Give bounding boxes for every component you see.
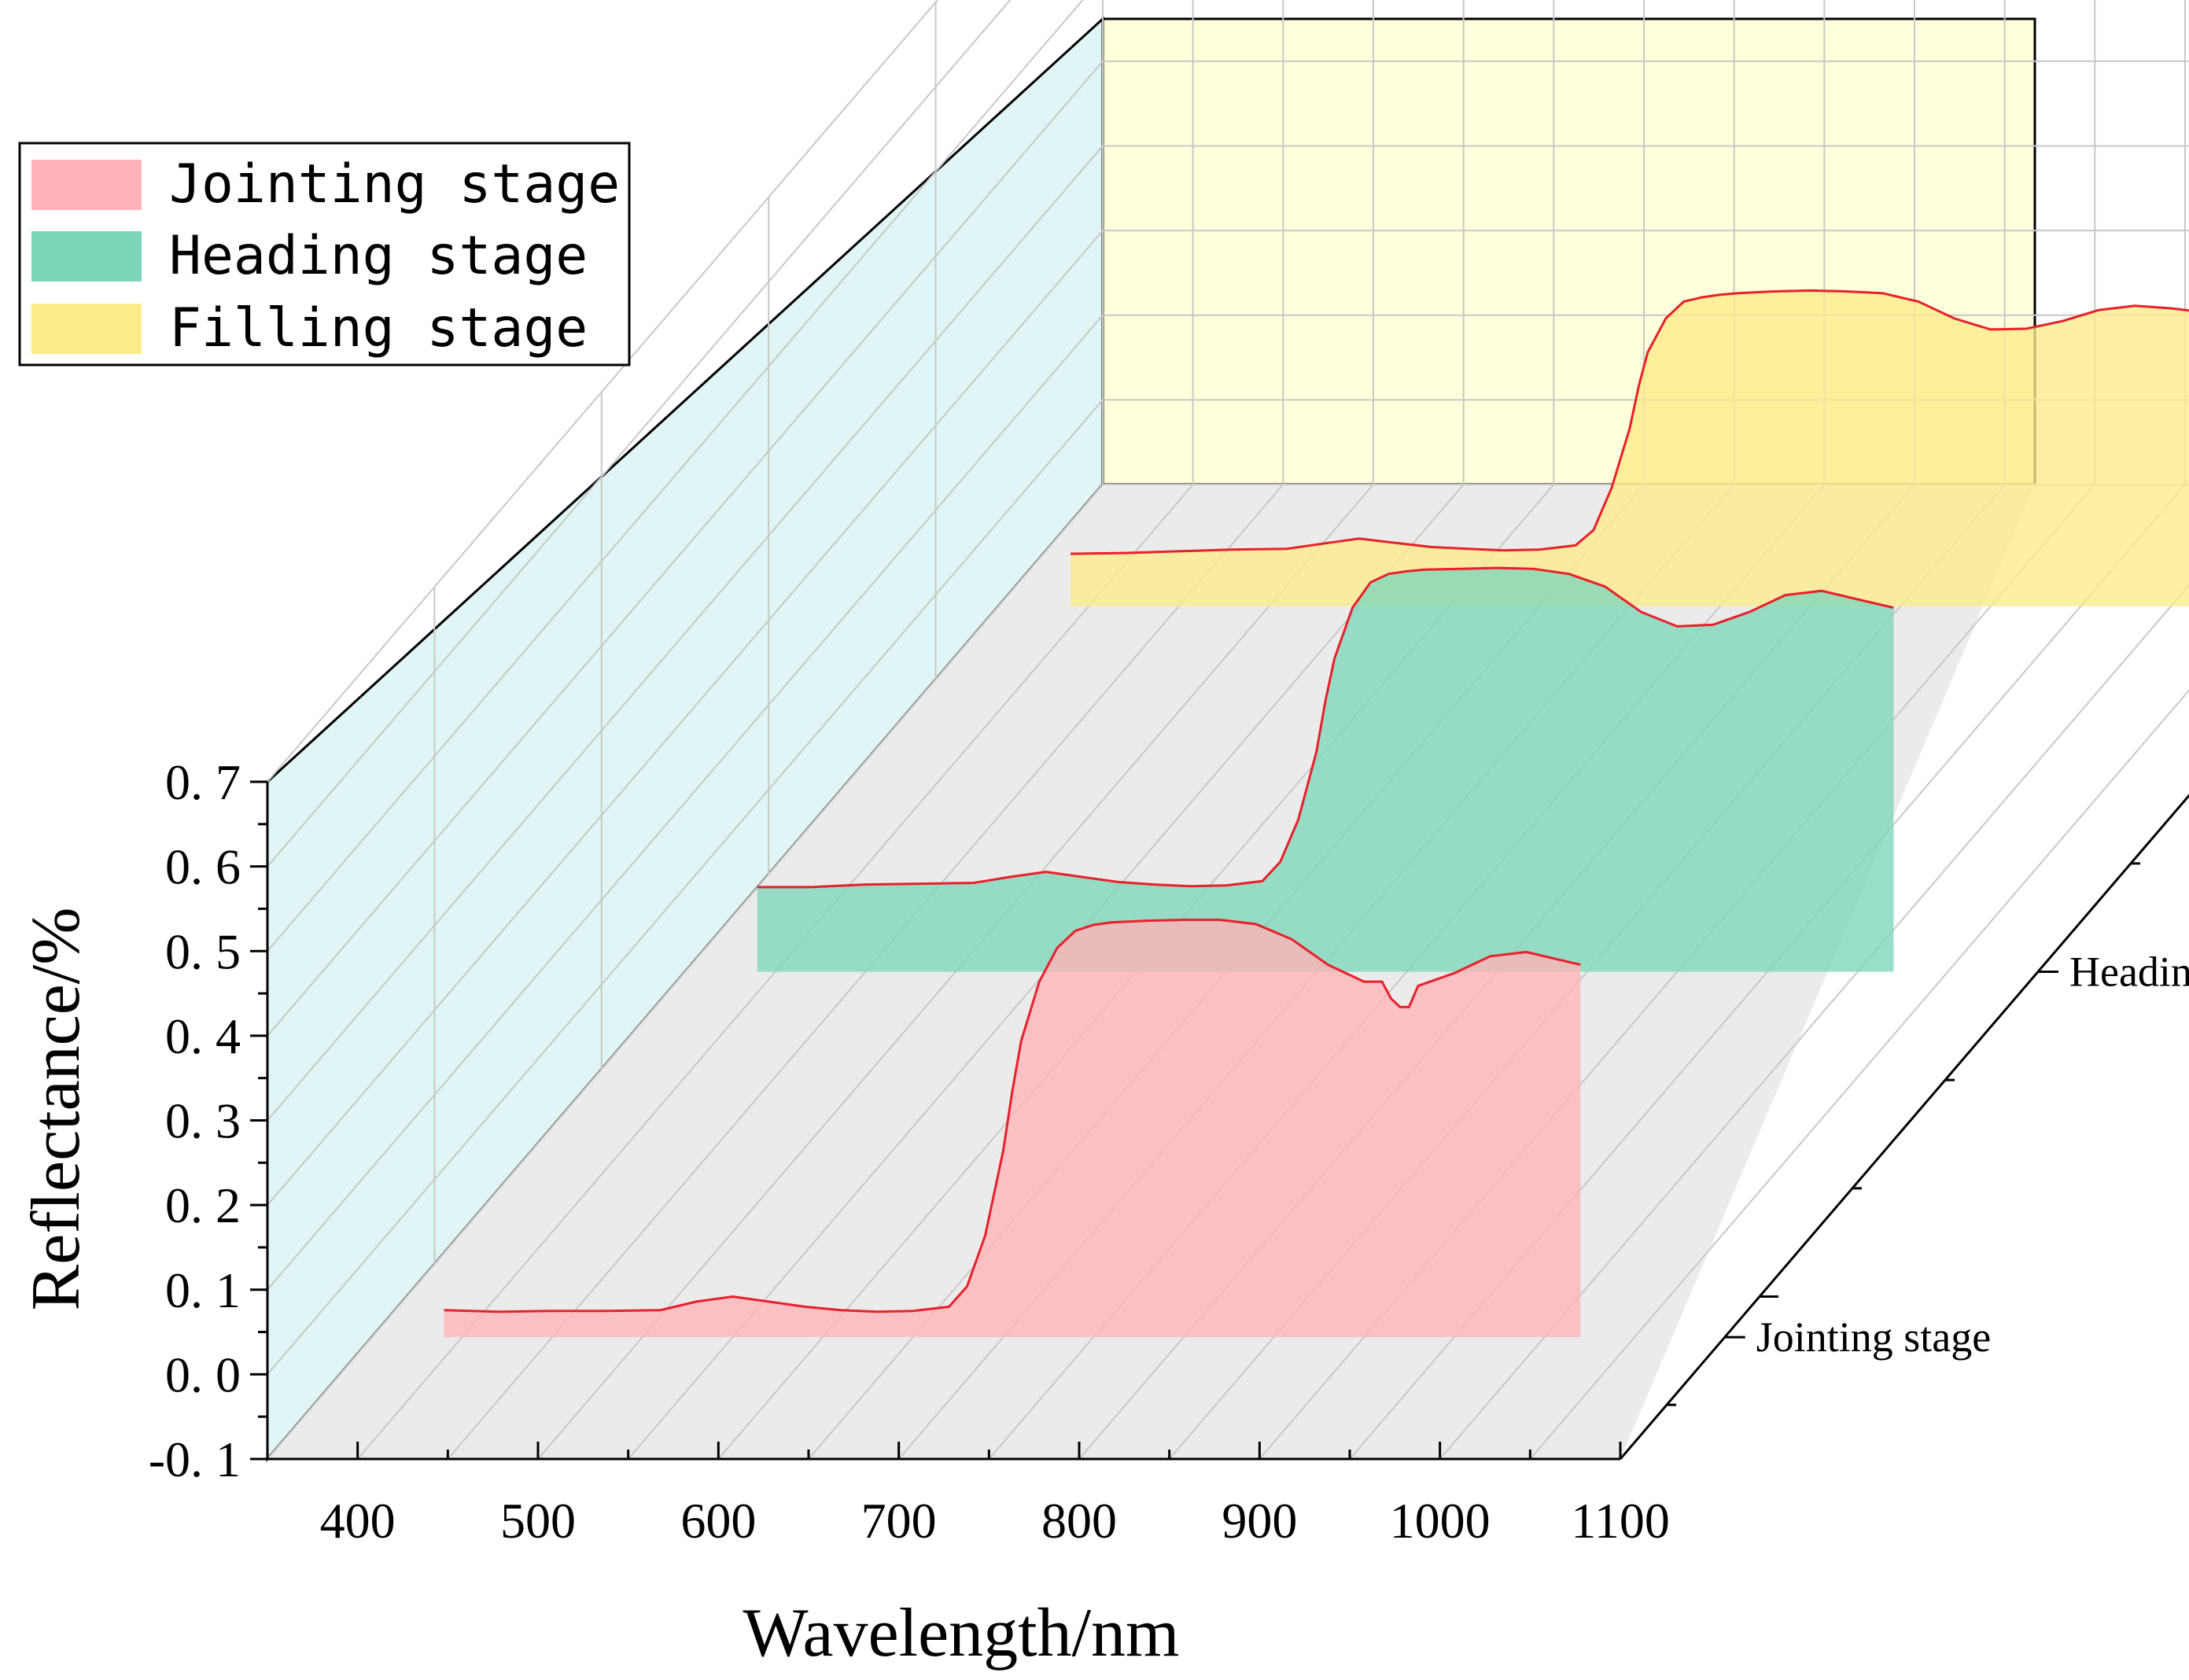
axes: -0. 1 0. 0 0. 1 0. 2 0. 3 0. 4 0. 5 0. 6 0. 7 400… <box>149 754 2189 1549</box>
left-wall-grid-line <box>267 0 939 783</box>
x-tick-label: 900 <box>1222 1493 1297 1549</box>
x-tick-label: 1100 <box>1571 1493 1670 1549</box>
left-wall-grid-line <box>267 484 1104 1460</box>
series-line-jointing-stage <box>444 919 1581 1313</box>
x-tick-label: 600 <box>680 1493 756 1549</box>
left-wall-grid-line <box>267 0 1012 868</box>
y-tick-label: 0. 7 <box>165 754 241 810</box>
x-tick-label: 700 <box>861 1493 937 1549</box>
legend-swatch-heading <box>31 231 142 282</box>
left-wall-grid-line <box>267 315 1104 1291</box>
legend-swatch-jointing <box>31 160 142 210</box>
y-tick-label: 0. 0 <box>165 1347 241 1402</box>
y-tick-label: 0. 6 <box>165 839 241 895</box>
legend-label-filling: Filling stage <box>169 297 588 359</box>
series-line-filling-stage <box>1070 289 2189 555</box>
y-tick-label: 0. 4 <box>165 1008 241 1064</box>
y-tick-label: 0. 1 <box>165 1262 241 1318</box>
y-tick-label: 0. 5 <box>165 923 241 979</box>
legend-label-heading: Heading stage <box>169 225 588 287</box>
series-area-filling-stage <box>1070 290 2189 606</box>
left-wall-grid-line <box>267 61 1104 1037</box>
left-wall-grid-line <box>267 0 1084 952</box>
y-tick-label: 0. 2 <box>165 1177 241 1233</box>
legend-swatch-filling <box>31 304 142 354</box>
depth-label-jointing-stage: Jointing stage <box>1756 1313 1991 1361</box>
left-wall-grid-line <box>267 399 1104 1376</box>
y-axis-title: Reflectance/% <box>18 907 94 1310</box>
x-tick-label: 400 <box>320 1493 396 1549</box>
y-tick-label: 0. 3 <box>165 1093 241 1149</box>
x-tick-label: 1000 <box>1390 1493 1491 1549</box>
left-wall-grid-line <box>267 145 1104 1122</box>
legend: Jointing stage Heading stage Filling sta… <box>18 142 631 367</box>
depth-label-heading-stage: Heading stage <box>2069 949 2189 996</box>
series-area-jointing-stage <box>444 919 1581 1338</box>
left-wall-grid-line <box>267 230 1104 1206</box>
y-tick-label: -0. 1 <box>149 1431 241 1487</box>
x-tick-label: 800 <box>1041 1493 1117 1549</box>
legend-label-jointing: Jointing stage <box>169 153 620 216</box>
x-tick-label: 500 <box>500 1493 576 1549</box>
series-walls <box>444 289 2189 1338</box>
series-area-heading-stage <box>757 568 1894 972</box>
series-line-heading-stage <box>757 566 1894 889</box>
floor-grid-line <box>1529 689 2189 1460</box>
x-axis-title: Wavelength/nm <box>743 1595 1180 1671</box>
